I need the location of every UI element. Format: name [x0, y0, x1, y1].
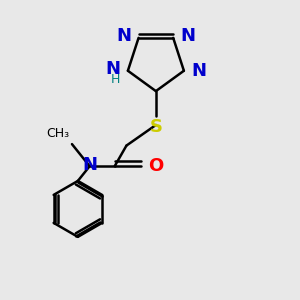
Text: N: N	[82, 156, 97, 174]
Text: N: N	[181, 27, 196, 45]
Text: N: N	[116, 27, 131, 45]
Text: S: S	[149, 118, 162, 136]
Text: CH₃: CH₃	[46, 127, 69, 140]
Text: N: N	[106, 60, 121, 78]
Text: H: H	[111, 73, 121, 85]
Text: N: N	[191, 62, 206, 80]
Text: O: O	[148, 157, 164, 175]
